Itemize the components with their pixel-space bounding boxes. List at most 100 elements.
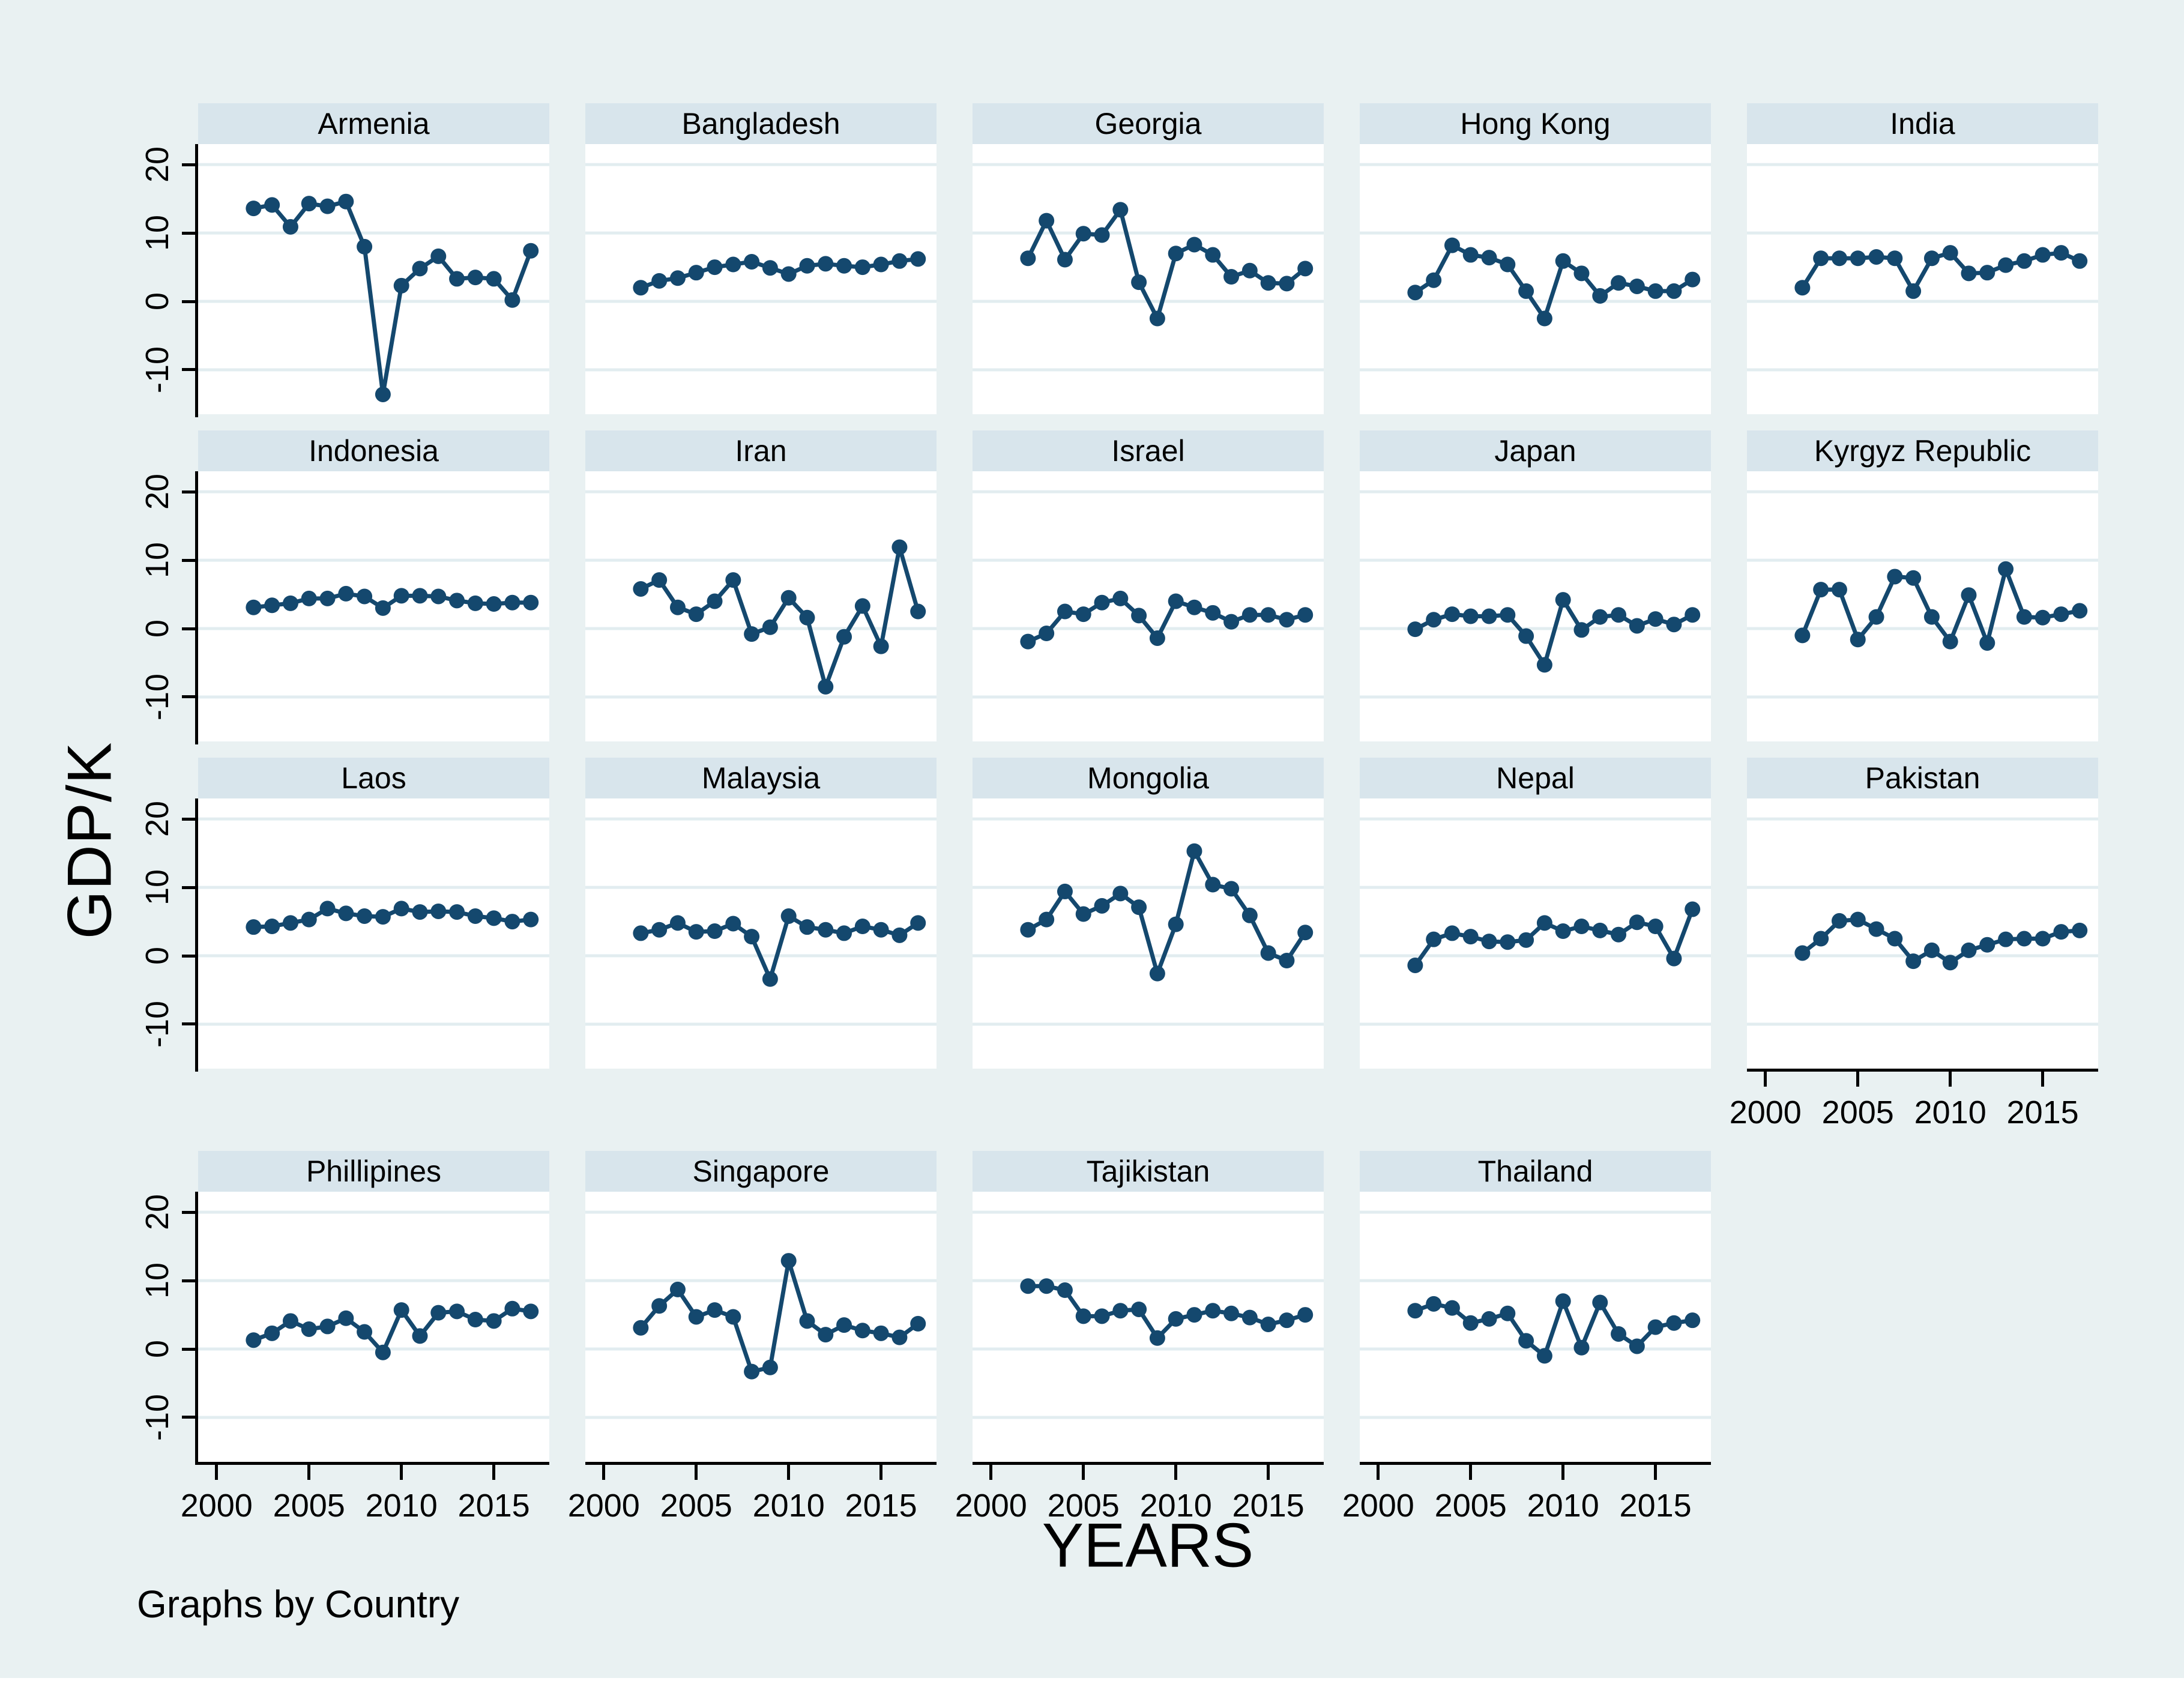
x-tick-label-2010: 2010 [1139, 1488, 1212, 1524]
y-axis-title: GDP/K [55, 741, 125, 940]
y-tick-label-0: 0 [139, 619, 175, 638]
data-point-2013 [1611, 607, 1627, 623]
data-point-2005 [1850, 632, 1866, 648]
x-tick-label-2010: 2010 [365, 1488, 438, 1524]
panel-title: Iran [735, 434, 787, 468]
data-point-2002 [246, 599, 262, 615]
x-tick-label-2015: 2015 [845, 1488, 917, 1524]
data-point-2006 [707, 923, 723, 940]
data-point-2004 [282, 219, 298, 235]
data-point-2005 [1075, 1308, 1091, 1324]
data-point-2010 [780, 1253, 797, 1269]
data-point-2013 [836, 925, 852, 941]
data-point-2006 [1481, 1311, 1497, 1327]
data-point-2017 [523, 594, 539, 611]
y-tick-label-10: 10 [139, 215, 175, 252]
series-line [639, 546, 920, 694]
panel-bangladesh: Bangladesh [585, 103, 937, 414]
series-chart-armenia [198, 163, 549, 402]
panel-pakistan: Pakistan 2000 2005 2010 2015 [1730, 758, 2098, 1130]
data-point-2016 [2053, 245, 2069, 261]
panel-title: India [1890, 107, 1955, 140]
data-point-2003 [651, 572, 668, 588]
data-point-2008 [357, 588, 373, 605]
data-point-2010 [393, 277, 409, 294]
data-point-2002 [1407, 621, 1423, 638]
data-point-2017 [1685, 607, 1701, 623]
data-point-2003 [264, 1325, 280, 1341]
series-chart-bangladesh [585, 163, 937, 372]
graphs-by-country-note: Graphs by Country [137, 1583, 460, 1626]
data-point-2016 [504, 594, 520, 611]
data-point-2007 [1500, 607, 1516, 623]
data-point-2005 [1850, 911, 1866, 928]
panel-header-bangladesh: Bangladesh [585, 103, 937, 144]
data-point-2012 [430, 903, 447, 919]
data-point-2009 [1149, 310, 1165, 327]
plot-area-georgia [973, 144, 1324, 414]
data-point-2002 [246, 919, 262, 935]
data-point-2016 [1279, 1312, 1295, 1329]
y-tick-0 [182, 627, 198, 630]
data-point-2005 [1462, 608, 1479, 624]
data-point-2008 [1518, 283, 1534, 299]
data-point-2012 [818, 678, 834, 695]
data-point-2010 [780, 908, 797, 924]
y-tick-10 [182, 231, 198, 235]
data-point-2009 [1536, 1348, 1552, 1364]
y-tick-label-10: 10 [139, 869, 175, 906]
data-point-2003 [1039, 626, 1055, 641]
series-line [1028, 1284, 1306, 1342]
y-axis-line [195, 144, 198, 417]
data-point-2017 [2072, 253, 2088, 269]
series-chart-kyrgyz-republic [1747, 490, 2098, 699]
series-chart-thailand [1360, 1210, 1711, 1419]
series-chart-georgia [973, 163, 1324, 372]
data-point-2017 [1685, 271, 1701, 288]
data-point-2003 [1813, 931, 1829, 947]
data-point-2007 [725, 572, 741, 588]
series-chart-phillipines [198, 1210, 549, 1419]
data-point-2010 [393, 1302, 409, 1318]
data-point-2013 [836, 629, 852, 645]
data-point-2010 [1555, 592, 1571, 608]
panel-header-laos: Laos [198, 758, 549, 798]
data-point-2009 [762, 619, 778, 635]
plot-area-iran [585, 471, 937, 741]
data-point-2012 [1205, 247, 1221, 263]
x-axis-line [973, 1462, 1324, 1465]
data-point-2009 [375, 386, 391, 402]
data-point-2004 [1831, 250, 1847, 267]
data-point-2015 [873, 638, 889, 654]
data-point-2006 [319, 1318, 336, 1335]
data-point-2014 [854, 919, 870, 935]
data-point-2004 [669, 1281, 686, 1297]
data-point-2014 [1629, 278, 1645, 294]
data-point-2002 [1020, 922, 1036, 938]
y-tick-label--10: -10 [139, 673, 175, 720]
data-point-2009 [1536, 915, 1552, 931]
data-point-2004 [282, 1313, 298, 1329]
x-tick-label-2015: 2015 [457, 1488, 530, 1524]
data-point-2007 [338, 905, 354, 922]
data-point-2005 [688, 606, 704, 623]
panel-thailand: Thailand 2000 2005 2010 2015 [1342, 1151, 1711, 1524]
x-tick-2010 [1174, 1465, 1178, 1480]
data-point-2008 [744, 929, 760, 945]
panel-header-iran: Iran [585, 430, 937, 471]
data-point-2014 [854, 259, 870, 276]
data-point-2007 [1500, 934, 1516, 950]
data-point-2005 [301, 590, 317, 606]
x-tick-2005 [307, 1465, 311, 1480]
data-point-2005 [1850, 250, 1866, 267]
data-point-2006 [319, 198, 336, 214]
x-tick-label-2005: 2005 [1047, 1488, 1120, 1524]
data-point-2005 [1075, 906, 1091, 922]
data-point-2010 [1168, 246, 1184, 262]
data-point-2008 [744, 253, 760, 270]
data-point-2016 [2053, 606, 2069, 623]
panel-tajikistan: Tajikistan 2000 2005 2010 2015 [955, 1151, 1324, 1524]
data-point-2007 [1112, 202, 1129, 218]
series-line [1800, 250, 2081, 296]
plot-area-mongolia [973, 798, 1324, 1069]
